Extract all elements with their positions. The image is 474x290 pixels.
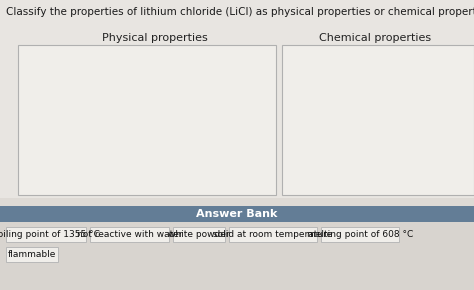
Text: Answer Bank: Answer Bank <box>196 209 278 219</box>
FancyBboxPatch shape <box>282 45 474 195</box>
Text: Physical properties: Physical properties <box>102 33 208 43</box>
FancyBboxPatch shape <box>6 227 86 242</box>
FancyBboxPatch shape <box>0 222 474 290</box>
FancyBboxPatch shape <box>321 227 399 242</box>
FancyBboxPatch shape <box>18 45 276 195</box>
Text: not reactive with water: not reactive with water <box>77 230 182 239</box>
Text: melting point of 608 °C: melting point of 608 °C <box>307 230 413 239</box>
FancyBboxPatch shape <box>90 227 169 242</box>
FancyBboxPatch shape <box>6 247 58 262</box>
Text: white powder: white powder <box>168 230 230 239</box>
Text: Classify the properties of lithium chloride (LiCl) as physical properties or che: Classify the properties of lithium chlor… <box>6 7 474 17</box>
FancyBboxPatch shape <box>0 206 474 222</box>
Text: boiling point of 1355 °C: boiling point of 1355 °C <box>0 230 100 239</box>
Text: solid at room temperature: solid at room temperature <box>213 230 333 239</box>
Text: flammable: flammable <box>8 250 56 259</box>
FancyBboxPatch shape <box>229 227 317 242</box>
Text: Chemical properties: Chemical properties <box>319 33 431 43</box>
FancyBboxPatch shape <box>0 198 474 206</box>
FancyBboxPatch shape <box>173 227 225 242</box>
